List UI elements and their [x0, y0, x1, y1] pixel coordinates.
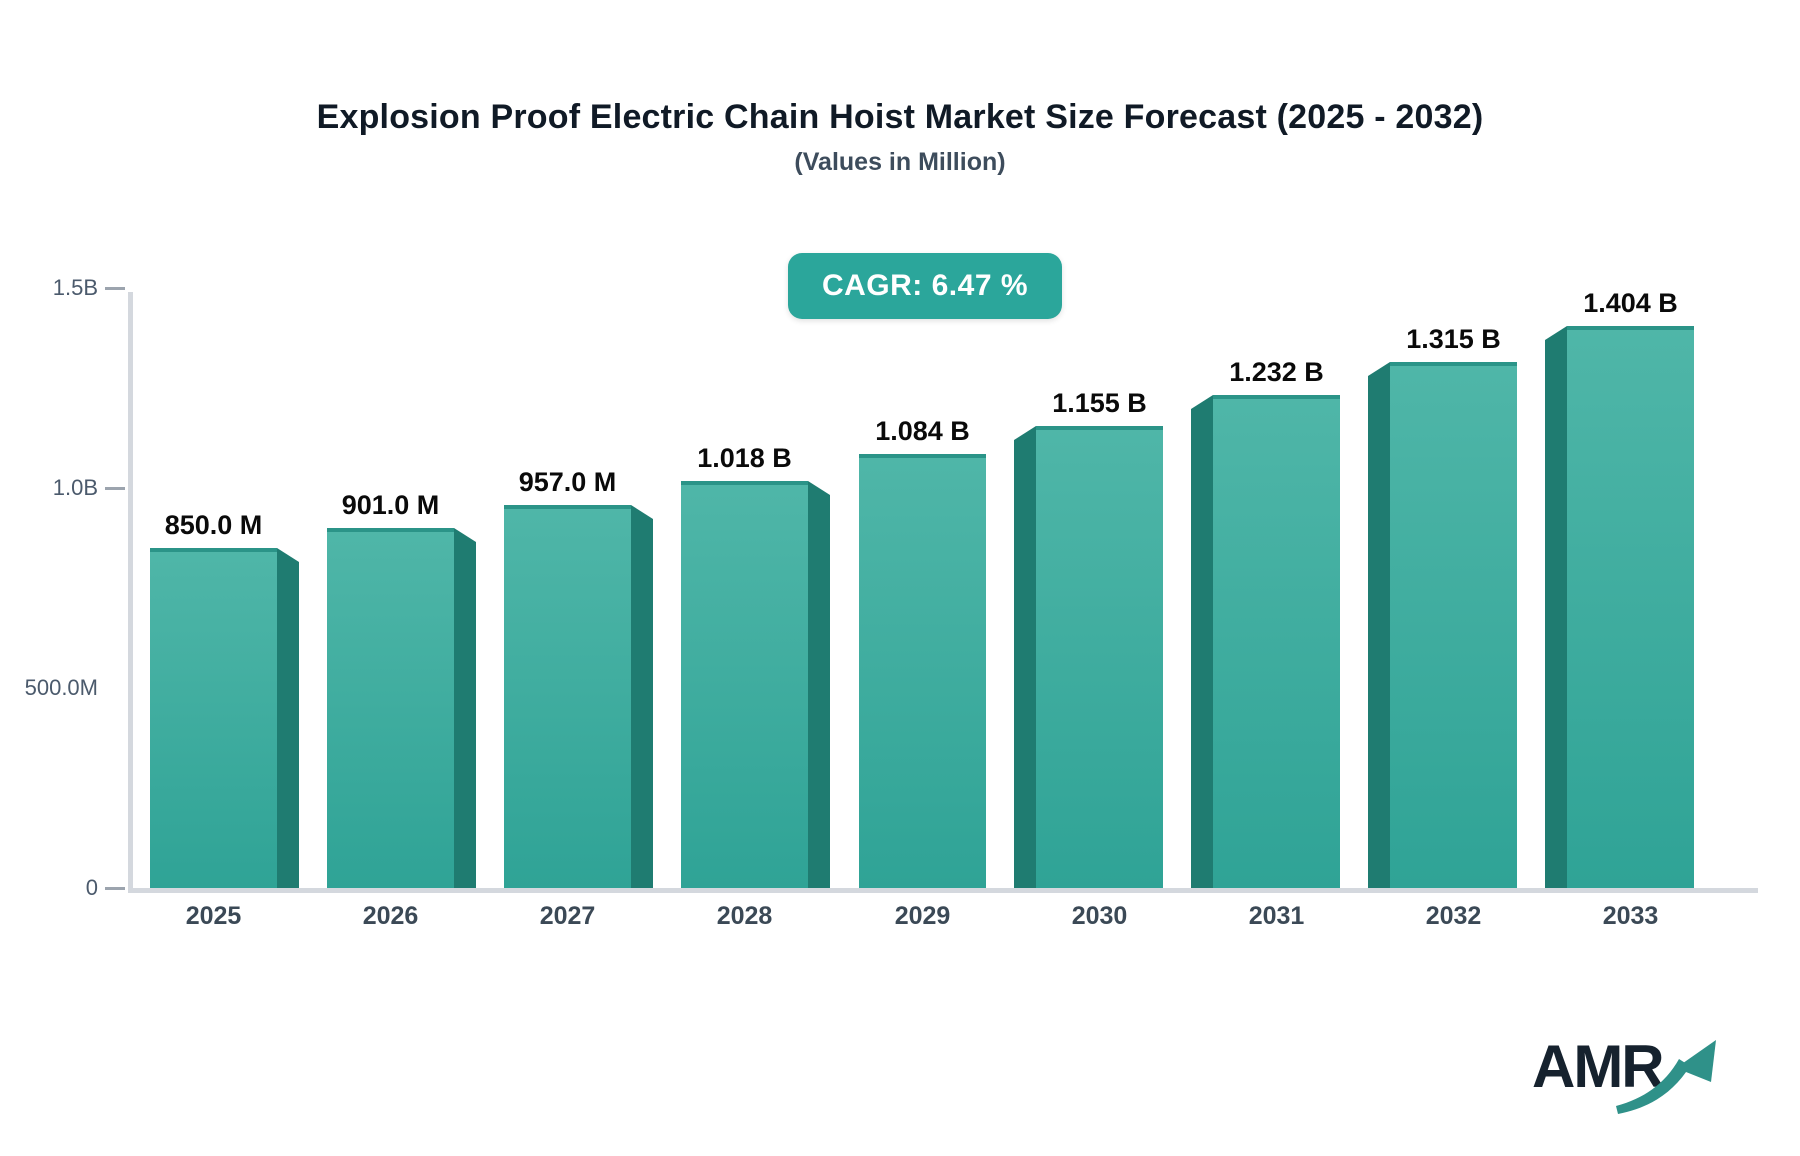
- amr-logo: AMR: [1528, 1028, 1728, 1128]
- x-axis-label-2029: 2029: [894, 902, 951, 930]
- bar-value-label-2029: 1.084 B: [875, 416, 970, 446]
- bar-value-label-2025: 850.0 M: [164, 510, 263, 540]
- x-axis-label-2025: 2025: [185, 902, 242, 930]
- y-axis-tick-mark: [105, 487, 125, 490]
- amr-logo-text: AMR: [1532, 1033, 1665, 1100]
- bar-value-label-2032: 1.315 B: [1406, 324, 1501, 354]
- bar-value-label-2027: 957.0 M: [518, 467, 617, 497]
- chart-title: Explosion Proof Electric Chain Hoist Mar…: [316, 98, 1484, 136]
- bar-value-label-2028: 1.018 B: [697, 443, 792, 473]
- bar-side-face-2030: [1014, 426, 1036, 888]
- bar-value-label-2030: 1.155 B: [1052, 388, 1147, 418]
- x-axis-label-2030: 2030: [1071, 902, 1128, 930]
- chart-subtitle: (Values in Million): [794, 148, 1006, 176]
- bar-2031: [1213, 395, 1340, 888]
- bar-2028: [681, 481, 808, 888]
- bar-side-face-2027: [631, 505, 653, 888]
- bar-2027: [504, 505, 631, 888]
- bar-2026: [327, 528, 454, 888]
- bar-side-face-2033: [1545, 326, 1567, 888]
- bar-2025: [150, 548, 277, 888]
- x-axis-label-2027: 2027: [539, 902, 596, 930]
- y-axis-tick-label: 1.0B: [52, 475, 98, 500]
- bar-side-face-2025: [277, 548, 299, 888]
- bar-value-label-2033: 1.404 B: [1583, 288, 1678, 318]
- y-axis-line: [128, 292, 133, 893]
- growth-arrow-icon: [1616, 1040, 1716, 1114]
- bar-side-face-2028: [808, 481, 830, 888]
- x-axis-label-2028: 2028: [716, 902, 773, 930]
- y-axis-tick-mark: [105, 887, 125, 890]
- bar-2033: [1567, 326, 1694, 888]
- x-axis-line: [128, 888, 1758, 893]
- x-axis-label-2032: 2032: [1425, 902, 1482, 930]
- y-axis-tick-label: 500.0M: [24, 675, 98, 700]
- bar-2030: [1036, 426, 1163, 888]
- y-axis-tick-label: 0: [85, 875, 98, 900]
- x-axis-label-2031: 2031: [1248, 902, 1305, 930]
- bar-2032: [1390, 362, 1517, 888]
- cagr-badge-label: CAGR: 6.47 %: [821, 269, 1029, 302]
- x-axis-label-2026: 2026: [362, 902, 419, 930]
- cagr-badge: CAGR: 6.47 %: [788, 253, 1062, 319]
- bar-side-face-2032: [1368, 362, 1390, 888]
- y-axis-tick-mark: [105, 287, 125, 290]
- bar-side-face-2031: [1191, 395, 1213, 888]
- bar-value-label-2026: 901.0 M: [341, 490, 440, 520]
- x-axis-label-2033: 2033: [1602, 902, 1659, 930]
- y-axis-tick-label: 1.5B: [52, 275, 98, 300]
- bar-value-label-2031: 1.232 B: [1229, 357, 1324, 387]
- bar-2029: [859, 454, 986, 888]
- bar-side-face-2026: [454, 528, 476, 888]
